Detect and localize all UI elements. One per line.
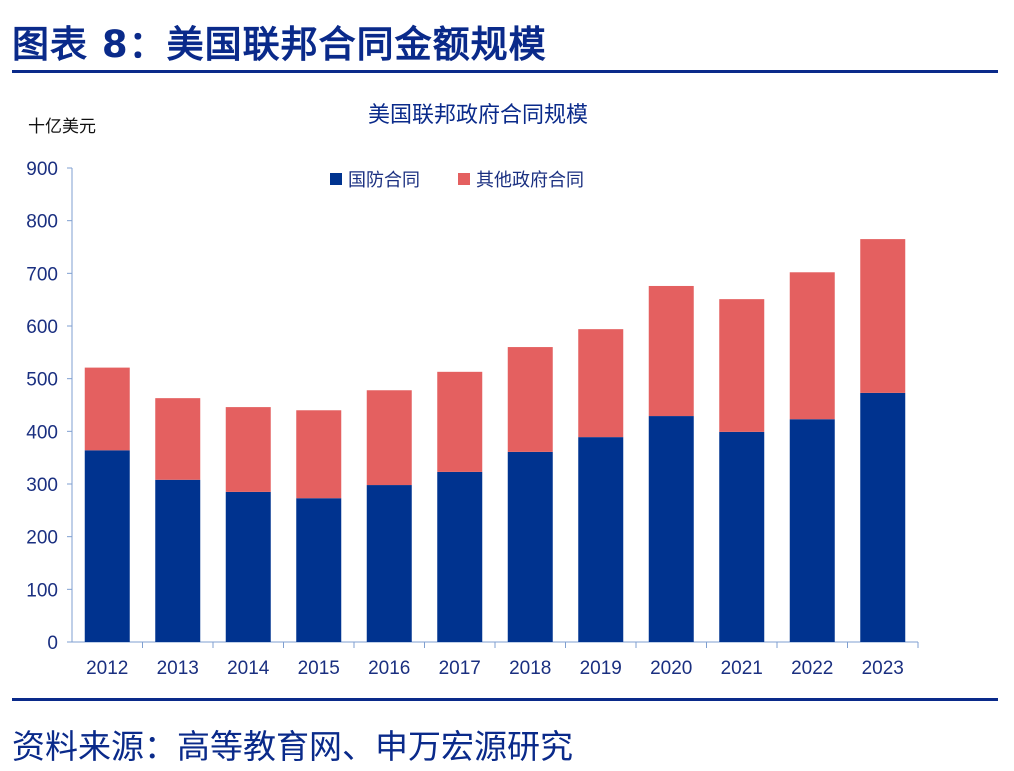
x-tick-label: 2018 <box>509 658 551 679</box>
figure-title: 图表 8：美国联邦合同金额规模 <box>12 23 547 66</box>
chart-title: 美国联邦政府合同规模 <box>368 103 588 128</box>
bar-defense-2017 <box>437 471 483 642</box>
y-tick-label: 0 <box>47 633 58 654</box>
x-tick-label: 2016 <box>368 658 410 679</box>
legend-swatch <box>458 173 470 185</box>
bar-other-2021 <box>719 299 765 432</box>
y-tick-label: 200 <box>26 528 58 549</box>
bottom-rule <box>12 698 998 701</box>
legend-label: 其他政府合同 <box>476 170 584 191</box>
bar-other-2020 <box>648 285 694 417</box>
x-tick-label: 2012 <box>86 658 128 679</box>
y-axis-label: 十亿美元 <box>28 117 96 137</box>
source-note: 资料来源：高等教育网、申万宏源研究 <box>12 727 573 766</box>
bar-defense-2015 <box>296 498 342 642</box>
bar-other-2022 <box>789 272 835 420</box>
bar-other-2014 <box>225 407 271 492</box>
x-tick-label: 2021 <box>721 658 763 679</box>
bar-defense-2021 <box>719 431 765 642</box>
bar-defense-2013 <box>155 479 201 642</box>
x-tick-label: 2023 <box>862 658 904 679</box>
x-tick-label: 2013 <box>157 658 199 679</box>
bar-other-2013 <box>155 398 201 480</box>
bar-defense-2018 <box>507 451 553 642</box>
bar-defense-2019 <box>578 437 624 642</box>
bar-other-2017 <box>437 371 483 472</box>
bar-other-2012 <box>84 367 130 451</box>
bar-defense-2016 <box>366 485 412 642</box>
bar-defense-2022 <box>789 419 835 642</box>
y-tick-label: 500 <box>26 370 58 391</box>
bar-other-2018 <box>507 347 553 452</box>
y-tick-label: 400 <box>26 422 58 443</box>
y-tick-label: 100 <box>26 580 58 601</box>
bar-defense-2023 <box>860 392 906 642</box>
legend-label: 国防合同 <box>348 170 420 191</box>
x-tick-label: 2017 <box>439 658 481 679</box>
bar-other-2019 <box>578 329 624 438</box>
top-rule <box>12 70 998 73</box>
x-tick-label: 2019 <box>580 658 622 679</box>
bar-other-2016 <box>366 390 412 486</box>
x-tick-label: 2020 <box>650 658 692 679</box>
bar-defense-2020 <box>648 416 694 642</box>
bar-defense-2012 <box>84 450 130 642</box>
y-tick-label: 900 <box>26 159 58 180</box>
bar-other-2015 <box>296 410 342 499</box>
y-tick-label: 800 <box>26 212 58 233</box>
legend-swatch <box>330 173 342 185</box>
y-tick-label: 600 <box>26 317 58 338</box>
bar-defense-2014 <box>225 491 271 642</box>
x-tick-label: 2022 <box>791 658 833 679</box>
y-tick-label: 700 <box>26 264 58 285</box>
x-tick-label: 2015 <box>298 658 340 679</box>
x-tick-label: 2014 <box>227 658 270 679</box>
y-tick-label: 300 <box>26 475 58 496</box>
bar-other-2023 <box>860 239 906 393</box>
